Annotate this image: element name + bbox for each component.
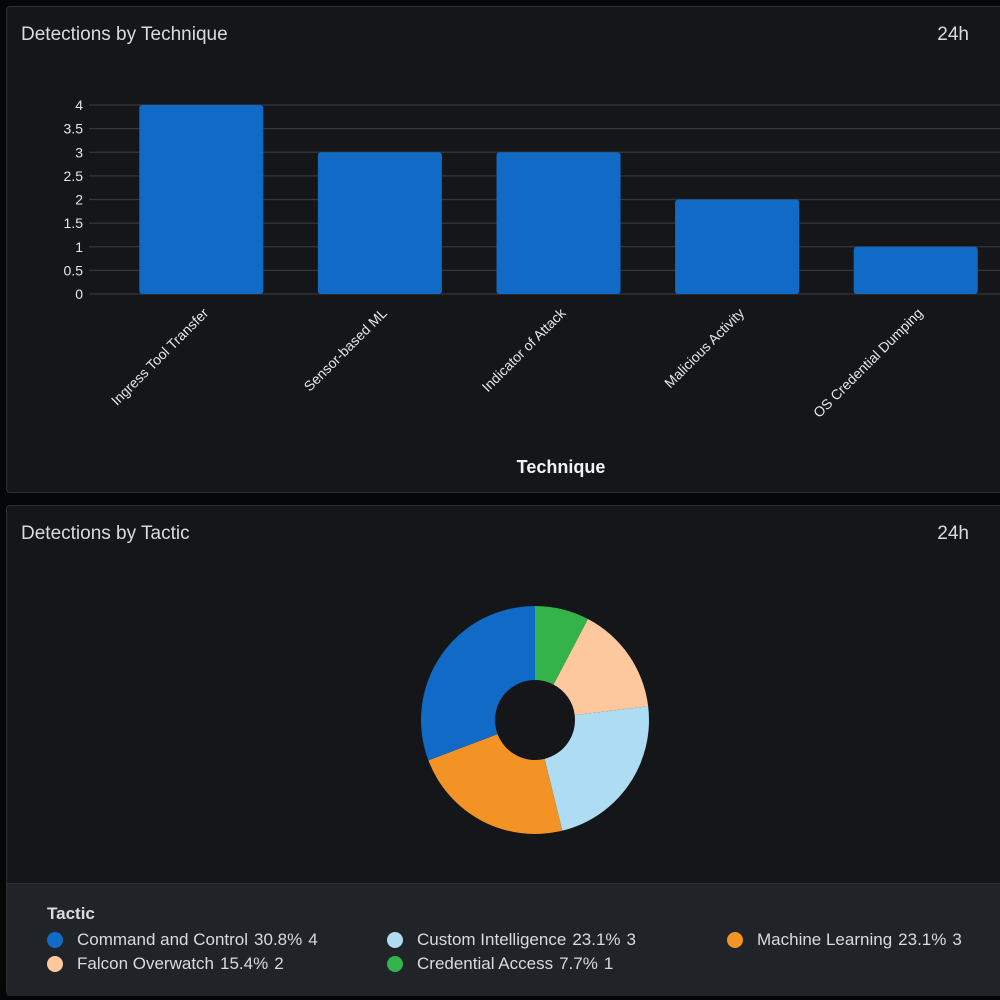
tactic-panel: Detections by Tactic 24h Tactic Command … [6, 505, 1000, 996]
x-tick-label: OS Credential Dumping [810, 305, 926, 421]
legend-title: Tactic [47, 904, 95, 923]
bar[interactable] [496, 152, 621, 294]
x-tick-label: Malicious Activity [661, 305, 747, 391]
pie-slice[interactable] [535, 606, 588, 685]
bar[interactable] [139, 105, 264, 294]
x-tick-label: Ingress Tool Transfer [108, 305, 212, 409]
x-tick-label: Sensor-based ML [301, 305, 391, 395]
pie-slice[interactable] [428, 734, 563, 834]
legend-dot-icon [47, 932, 63, 948]
legend-label: Machine Learning [757, 930, 893, 949]
legend-label: Credential Access [417, 954, 554, 973]
x-tick-label: Indicator of Attack [479, 304, 570, 395]
bar[interactable] [853, 246, 978, 294]
legend-percent: 23.1% [572, 930, 621, 949]
y-tick-label: 2.5 [64, 168, 84, 184]
legend-percent: 15.4% [220, 954, 269, 973]
legend-percent: 23.1% [898, 930, 947, 949]
pie-slice[interactable] [553, 619, 649, 716]
y-tick-label: 1 [75, 239, 83, 255]
legend-percent: 7.7% [559, 954, 598, 973]
legend-percent: 30.8% [254, 930, 303, 949]
legend-dot-icon [387, 956, 403, 972]
legend-dot-icon [727, 932, 743, 948]
pie-slice[interactable] [421, 606, 535, 761]
legend-label: Falcon Overwatch [77, 954, 214, 973]
legend-item[interactable]: Credential Access 7.7% 1 [387, 954, 613, 974]
legend-dot-icon [47, 956, 63, 972]
legend-item[interactable]: Falcon Overwatch 15.4% 2 [47, 954, 284, 974]
y-tick-label: 3 [75, 144, 83, 160]
legend-item[interactable]: Custom Intelligence 23.1% 3 [387, 930, 636, 950]
y-tick-label: 1.5 [64, 215, 84, 231]
donut-chart [421, 606, 649, 834]
legend-label: Custom Intelligence [417, 930, 567, 949]
legend: Tactic Command and Control 30.8% 4 Custom I… [7, 883, 1000, 996]
legend-item[interactable]: Command and Control 30.8% 4 [47, 930, 318, 950]
technique-panel: Detections by Technique 24h 0 0.5 1 1.5 2 2.5… [6, 6, 1000, 493]
legend-value: 2 [274, 954, 284, 973]
bar-chart: 0 0.5 1 1.5 2 2.5 3 3.5 4 Ingress Tool Transfer Se… [64, 97, 1000, 477]
legend-value: 3 [626, 930, 636, 949]
y-tick-label: 0.5 [64, 262, 84, 278]
time-range[interactable]: 24h [937, 24, 969, 45]
legend-label: Command and Control [77, 930, 249, 949]
legend-value: 1 [603, 954, 614, 973]
pie-slice[interactable] [544, 706, 649, 831]
y-tick-label: 2 [75, 192, 83, 208]
x-axis-label: Technique [517, 457, 606, 477]
bar[interactable] [317, 152, 442, 294]
y-tick-label: 4 [75, 97, 83, 113]
y-tick-label: 0 [75, 286, 83, 302]
legend-value: 3 [952, 930, 962, 949]
time-range[interactable]: 24h [937, 523, 969, 544]
bar[interactable] [675, 199, 800, 295]
panel-title: Detections by Technique [21, 24, 228, 45]
y-tick-label: 3.5 [64, 121, 84, 137]
legend-dot-icon [387, 932, 403, 948]
panel-title: Detections by Tactic [21, 523, 190, 544]
legend-item[interactable]: Machine Learning 23.1% 3 [727, 930, 962, 950]
legend-value: 4 [308, 930, 318, 949]
